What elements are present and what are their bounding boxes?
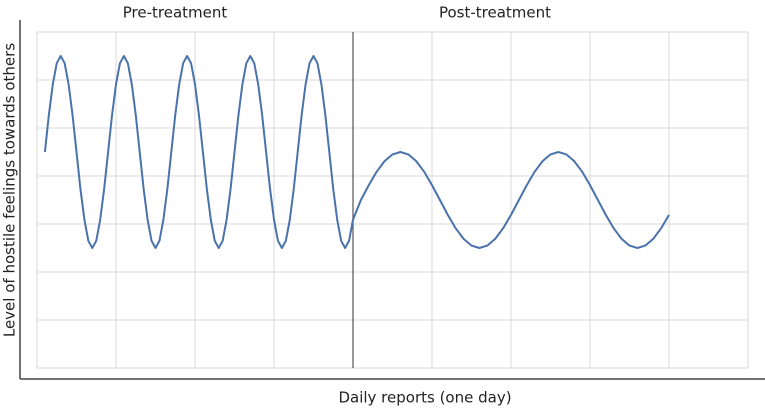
x-axis-label: Daily reports (one day) <box>338 389 511 407</box>
annotation: Post-treatment <box>439 4 551 22</box>
y-axis-label: Level of hostile feelings towards others <box>1 43 19 337</box>
annotation: Pre-treatment <box>123 4 228 22</box>
data-line <box>43 55 670 249</box>
